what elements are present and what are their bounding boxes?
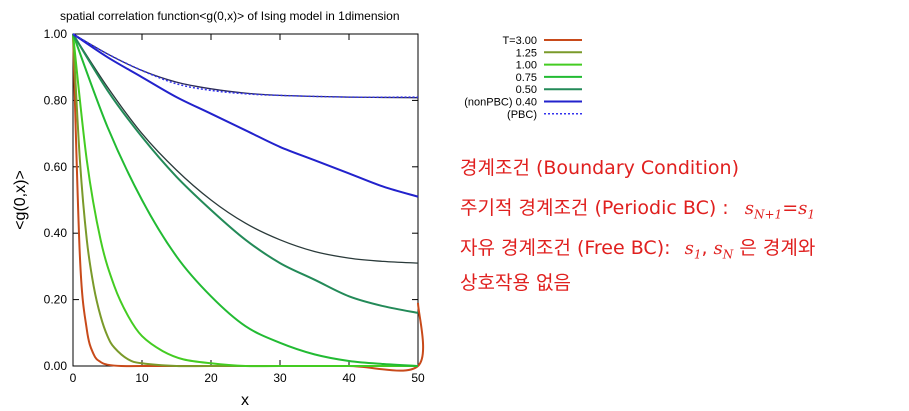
- x-tick-label: 20: [204, 371, 218, 385]
- x-tick-label: 10: [135, 371, 149, 385]
- y-tick-label: 0.80: [44, 93, 68, 107]
- note-boundary-condition: 경계조건 (Boundary Condition): [460, 157, 739, 179]
- series-line: [72, 33, 419, 314]
- axis-ticks: 0 10 20 30 40 50 0.00 0.20 0.40 0.60 0.80 1.00: [44, 27, 425, 385]
- legend-label: (PBC): [507, 109, 537, 121]
- y-tick-label: 0.00: [44, 359, 68, 373]
- reference-curve: [72, 33, 419, 264]
- x-tick-label: 40: [342, 371, 356, 385]
- note-free-bc: 자유 경계조건 (Free BC): s1, sN 은 경계와: [460, 233, 815, 262]
- legend-label: 1.00: [516, 60, 537, 72]
- periodic-bc-s2: s1: [798, 198, 815, 222]
- x-axis-label: x: [241, 392, 249, 409]
- y-tick-label: 0.40: [44, 226, 68, 240]
- legend-label: T=3.00: [502, 35, 537, 47]
- chart-title: spatial correlation function<g(0,x)> of …: [60, 9, 400, 23]
- legend-label: (nonPBC) 0.40: [464, 97, 537, 109]
- reference-curve: [72, 33, 419, 99]
- series-line: [72, 33, 419, 198]
- curves: [72, 33, 425, 372]
- y-tick-label: 0.60: [44, 160, 68, 174]
- free-bc-s1: s1: [684, 238, 702, 262]
- free-bc-text: 자유 경계조건 (Free BC):: [460, 237, 671, 259]
- free-bc-comma: ,: [701, 237, 708, 259]
- free-bc-s2: sN: [713, 238, 734, 262]
- plot-frame: [72, 33, 419, 367]
- series-line: [72, 33, 419, 367]
- series-line: [72, 33, 418, 368]
- series-line: [72, 33, 419, 98]
- legend-label: 0.50: [516, 84, 537, 96]
- free-bc-rest: 은 경계와: [739, 237, 816, 259]
- legend: T=3.001.251.000.750.50(nonPBC) 0.40(PBC): [464, 35, 582, 121]
- legend-label: 0.75: [516, 72, 537, 84]
- y-axis-label: <g(0,x)>: [12, 170, 29, 230]
- y-tick-label: 0.20: [44, 293, 68, 307]
- x-tick-label: 50: [411, 371, 425, 385]
- legend-label: 1.25: [516, 47, 537, 59]
- x-tick-label: 0: [70, 371, 77, 385]
- y-tick-label: 1.00: [44, 27, 68, 41]
- note-no-interaction: 상호작용 없음: [460, 272, 571, 294]
- series-line: [72, 33, 425, 372]
- note-periodic-bc: 주기적 경계조건 (Periodic BC) : sN+1=s1: [460, 193, 815, 222]
- periodic-bc-eq: =: [782, 197, 799, 219]
- series-line: [72, 33, 418, 368]
- periodic-bc-text: 주기적 경계조건 (Periodic BC) :: [460, 197, 729, 219]
- periodic-bc-s1: sN+1: [744, 198, 783, 222]
- x-tick-label: 30: [273, 371, 287, 385]
